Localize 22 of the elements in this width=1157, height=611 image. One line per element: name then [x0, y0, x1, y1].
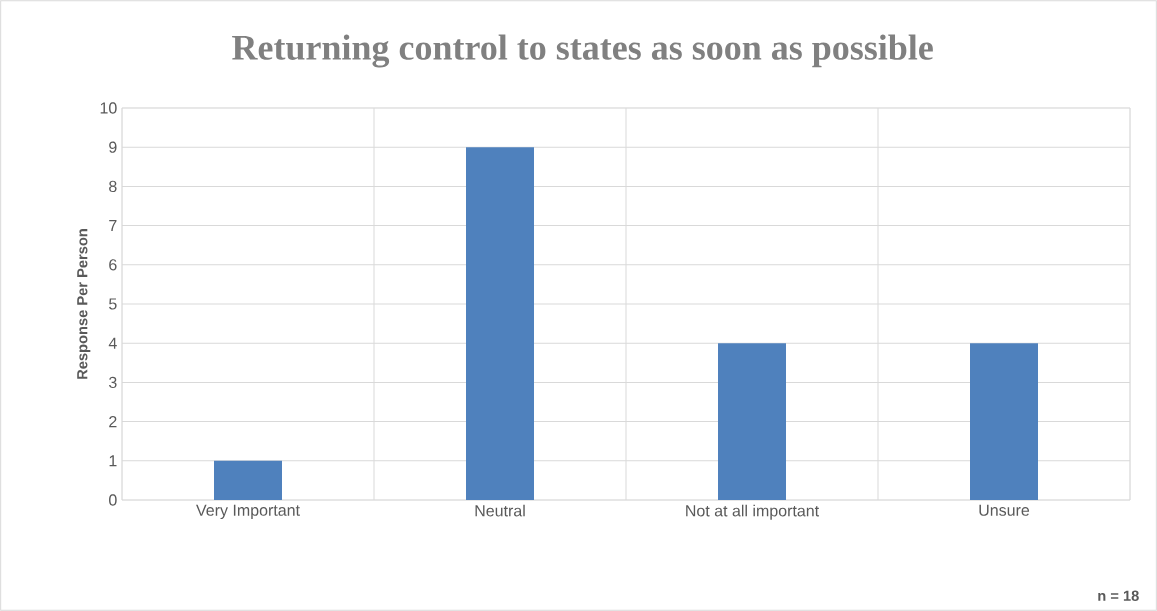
- chart-title: Returning control to states as soon as possible: [232, 34, 933, 68]
- y-tick-label: 7: [109, 220, 117, 232]
- y-tick-label: 5: [109, 298, 117, 310]
- y-tick-label: 4: [108, 337, 117, 349]
- x-tick-label: Not at all important: [686, 504, 819, 520]
- y-tick-label: 2: [109, 416, 117, 428]
- x-tick-label: Very Important: [196, 504, 300, 520]
- x-tick-label: Unsure: [979, 504, 1030, 516]
- y-tick-label: 0: [109, 494, 117, 506]
- y-tick-label: 1: [109, 455, 117, 467]
- bar: [718, 343, 787, 500]
- x-tick-label: Neutral: [475, 504, 525, 517]
- text: n = 18: [1098, 590, 1139, 601]
- y-tick-label: 6: [109, 259, 117, 271]
- y-tick-label: 8: [109, 180, 117, 193]
- bar: [214, 460, 282, 500]
- y-tick-label: 9: [109, 141, 117, 153]
- bar: [970, 343, 1039, 500]
- y-tick-label: 10: [100, 102, 117, 114]
- bar: [466, 147, 534, 500]
- y-axis-title: Response Per Person: [77, 229, 91, 379]
- y-tick-label: 3: [109, 376, 117, 389]
